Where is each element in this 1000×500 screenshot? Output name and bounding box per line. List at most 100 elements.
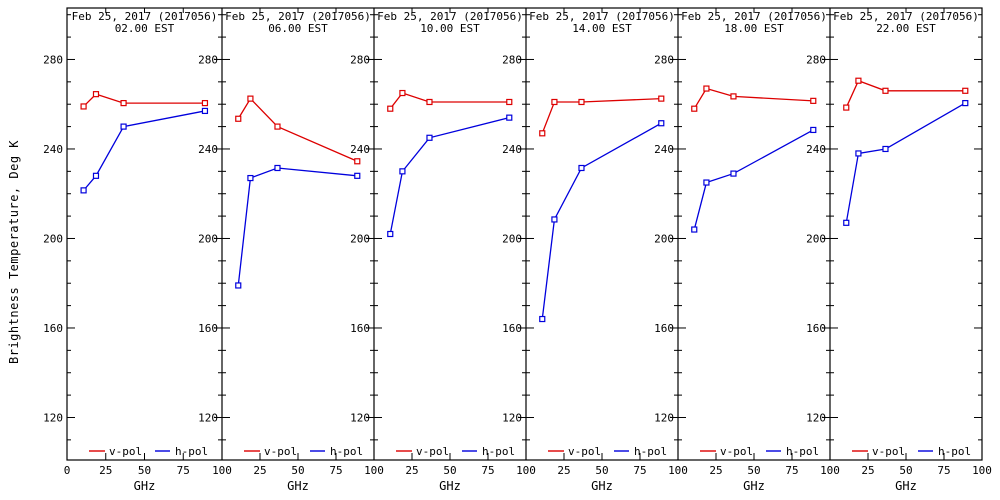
data-point-h-pol	[201, 107, 209, 115]
panel-subtitle: 22.00 EST	[876, 22, 936, 35]
series-line-v-pol	[389, 92, 510, 110]
panel-subtitle: 10.00 EST	[420, 22, 480, 35]
data-point-v-pol	[426, 98, 433, 106]
x-tick-label: 0	[64, 464, 71, 477]
x-tick-label: 50	[747, 464, 760, 477]
legend-label-v-pol: v-pol	[720, 445, 753, 458]
y-tick-label: 120	[350, 411, 370, 424]
x-axis-title: GHz	[439, 479, 461, 493]
y-tick-label: 200	[502, 232, 522, 245]
series-line-v-pol	[541, 97, 662, 134]
y-tick-label: 240	[806, 143, 826, 156]
x-tick-label: 100	[212, 464, 232, 477]
x-tick-label: 75	[177, 464, 190, 477]
data-point-v-pol	[120, 99, 127, 107]
legend-label-h-pol: h-pol	[938, 445, 971, 458]
x-axis-title: GHz	[591, 479, 613, 493]
data-point-h-pol	[354, 172, 361, 179]
y-tick-label: 200	[198, 232, 218, 245]
legend-label-v-pol: v-pol	[416, 445, 449, 458]
series-line-h-pol	[237, 167, 358, 286]
data-point-v-pol	[92, 91, 100, 98]
y-tick-label: 280	[350, 53, 370, 66]
data-point-h-pol	[962, 99, 969, 107]
x-axis-title: GHz	[134, 479, 156, 493]
data-point-h-pol	[506, 114, 513, 121]
panel-subtitle: 18.00 EST	[724, 22, 784, 35]
data-point-v-pol	[274, 123, 281, 130]
x-tick-label: 75	[633, 464, 646, 477]
data-point-v-pol	[843, 104, 850, 111]
series-line-h-pol	[693, 129, 814, 230]
data-point-v-pol	[962, 87, 969, 94]
data-point-v-pol	[387, 105, 394, 112]
data-point-h-pol	[247, 174, 254, 182]
data-point-h-pol	[843, 219, 850, 226]
legend: v-pol h-pol	[548, 445, 667, 458]
panel-title: Feb 25, 2017 (2017056)	[72, 10, 218, 23]
data-point-v-pol	[235, 115, 242, 122]
data-point-h-pol	[855, 150, 862, 157]
series-line-v-pol	[845, 79, 966, 108]
panel-2200: Feb 25, 2017 (2017056)22.00 EST 120 160 200…	[806, 8, 992, 493]
data-point-h-pol	[274, 164, 281, 172]
x-tick-label: 50	[138, 464, 151, 477]
x-tick-label: 25	[709, 464, 722, 477]
legend-label-v-pol: v-pol	[872, 445, 905, 458]
data-point-v-pol	[691, 105, 698, 112]
panel-1400: Feb 25, 2017 (2017056)14.00 EST 120 160 200…	[502, 8, 688, 493]
legend: v-pol h-pol	[244, 445, 363, 458]
panel-1000: Feb 25, 2017 (2017056)10.00 EST 120 160 200…	[350, 8, 536, 493]
series-line-h-pol	[541, 122, 662, 320]
y-tick-label: 280	[806, 53, 826, 66]
x-tick-label: 25	[861, 464, 874, 477]
y-tick-label: 120	[43, 411, 63, 424]
series-line-v-pol	[83, 93, 205, 107]
data-point-v-pol	[578, 98, 585, 106]
legend-label-v-pol: v-pol	[109, 445, 142, 458]
x-axis-title: GHz	[743, 479, 765, 493]
panel-subtitle: 14.00 EST	[572, 22, 632, 35]
data-point-h-pol	[810, 126, 817, 134]
x-axis-title: GHz	[895, 479, 917, 493]
panel-title: Feb 25, 2017 (2017056)	[377, 10, 523, 23]
data-point-v-pol	[658, 95, 665, 102]
data-point-v-pol	[247, 95, 254, 102]
panel-title: Feb 25, 2017 (2017056)	[681, 10, 827, 23]
x-tick-label: 25	[99, 464, 112, 477]
data-point-v-pol	[855, 77, 862, 84]
x-tick-label: 50	[899, 464, 912, 477]
legend: v-pol h-pol	[89, 445, 208, 458]
y-tick-label: 280	[43, 53, 63, 66]
legend: v-pol h-pol	[396, 445, 515, 458]
y-tick-label: 240	[502, 143, 522, 156]
y-tick-label: 200	[806, 232, 826, 245]
y-tick-label: 240	[350, 143, 370, 156]
x-tick-label: 50	[595, 464, 608, 477]
data-point-h-pol	[703, 179, 710, 186]
panel-title: Feb 25, 2017 (2017056)	[833, 10, 979, 23]
legend-label-h-pol: h-pol	[786, 445, 819, 458]
legend-label-h-pol: h-pol	[482, 445, 515, 458]
y-tick-label: 240	[654, 143, 674, 156]
data-point-h-pol	[882, 145, 889, 153]
y-tick-label: 120	[502, 411, 522, 424]
y-tick-label: 160	[43, 322, 63, 335]
data-point-v-pol	[354, 158, 361, 165]
data-point-v-pol	[882, 87, 889, 94]
x-axis-title: GHz	[287, 479, 309, 493]
x-tick-label: 100	[364, 464, 384, 477]
series-line-h-pol	[845, 102, 966, 223]
legend-label-h-pol: h-pol	[175, 445, 208, 458]
data-point-h-pol	[551, 216, 558, 223]
x-tick-label: 100	[516, 464, 536, 477]
legend-label-v-pol: v-pol	[568, 445, 601, 458]
x-tick-label: 100	[668, 464, 688, 477]
panel-subtitle: 06.00 EST	[268, 22, 328, 35]
data-point-h-pol	[730, 170, 737, 177]
x-tick-label: 75	[329, 464, 342, 477]
y-tick-label: 240	[43, 143, 63, 156]
y-tick-label: 200	[654, 232, 674, 245]
data-point-h-pol	[387, 230, 394, 238]
